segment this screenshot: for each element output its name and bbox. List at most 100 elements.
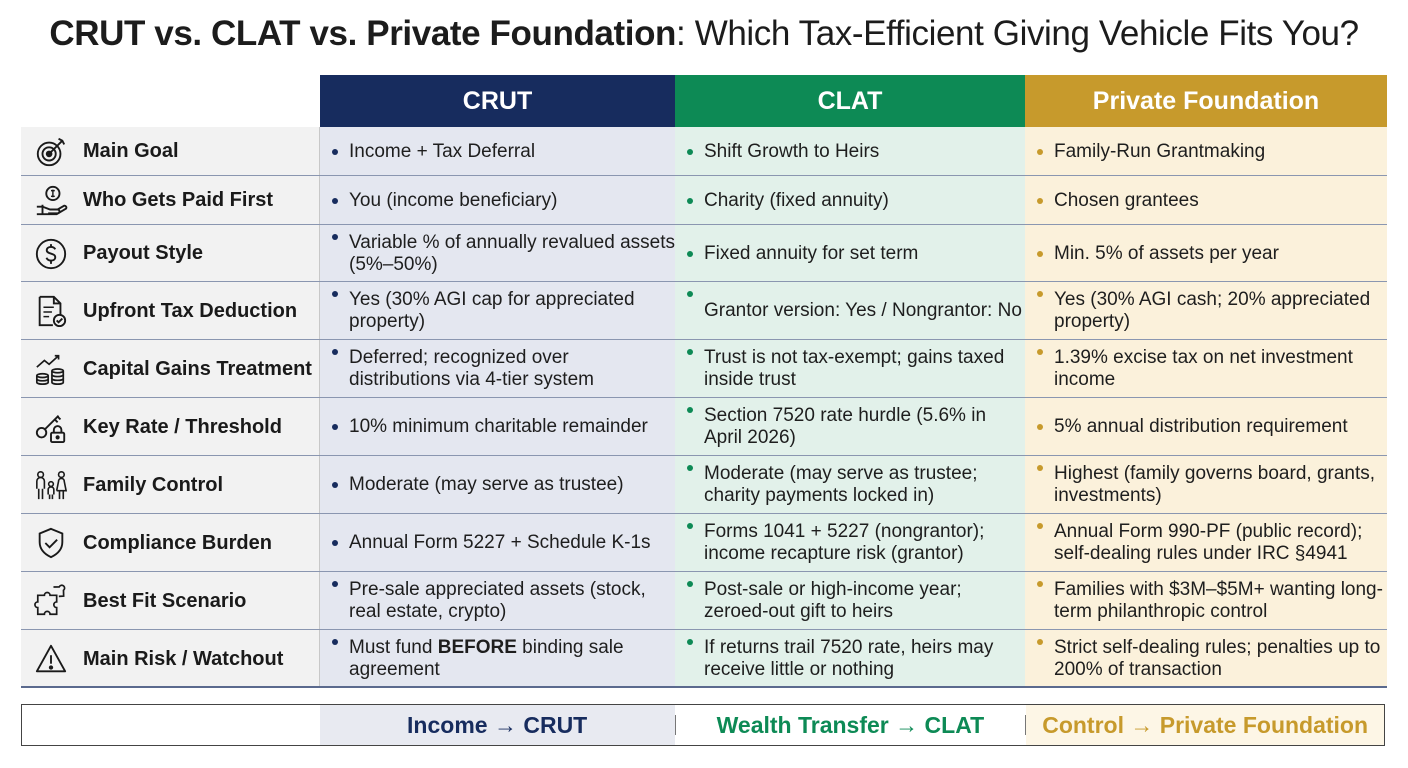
row-label: Capital Gains Treatment [83, 357, 312, 380]
pf-cell: 1.39% excise tax on net investment incom… [1025, 340, 1387, 398]
cell-text: Yes (30% AGI cash; 20% appreciated prope… [1054, 289, 1371, 332]
row-label: Key Rate / Threshold [83, 415, 282, 438]
document-check-icon [33, 293, 69, 329]
header-private-foundation: Private Foundation [1025, 75, 1387, 127]
row-label-cell: Upfront Tax Deduction [21, 282, 320, 340]
title-rest: : Which Tax-Efficient Giving Vehicle Fit… [676, 14, 1359, 53]
bullet [1037, 523, 1043, 529]
table-row: Payout Style Variable % of annually reva… [21, 225, 1387, 282]
bullet [687, 250, 693, 257]
crut-cell: 10% minimum charitable remainder [320, 398, 675, 456]
table-row: Key Rate / Threshold 10% minimum charita… [21, 398, 1387, 456]
crut-cell: Yes (30% AGI cap for appreciated propert… [320, 282, 675, 340]
bullet [332, 639, 338, 645]
bullet [1037, 349, 1043, 355]
cell-text: Min. 5% of assets per year [1054, 242, 1279, 264]
clat-cell: Trust is not tax-exempt; gains taxed ins… [675, 340, 1025, 398]
row-label: Family Control [83, 473, 224, 496]
comparison-table: CRUT CLAT Private Foundation Main Goal I… [21, 75, 1387, 688]
table-row: Compliance Burden Annual Form 5227 + Sch… [21, 514, 1387, 572]
clat-cell: Moderate (may serve as trustee; charity … [675, 456, 1025, 514]
clat-cell: Charity (fixed annuity) [675, 176, 1025, 225]
bullet [1037, 424, 1043, 430]
cell-text: Pre-sale appreciated assets (stock, real… [349, 579, 646, 622]
pf-cell: Annual Form 990-PF (public record); self… [1025, 514, 1387, 572]
bullet [332, 540, 338, 546]
row-label-cell: Key Rate / Threshold [21, 398, 320, 456]
clat-cell: Post-sale or high-income year; zeroed-ou… [675, 572, 1025, 630]
key-lock-icon [33, 409, 69, 445]
pf-cell: Highest (family governs board, grants, i… [1025, 456, 1387, 514]
cell-text: Income + Tax Deferral [349, 140, 536, 162]
cell-text: Annual Form 5227 + Schedule K-1s [349, 532, 651, 553]
footer-divider [1025, 715, 1027, 735]
cell-text: Forms 1041 + 5227 (nongrantor); income r… [704, 521, 985, 564]
cell-text: Moderate (may serve as trustee; charity … [704, 463, 978, 506]
row-label-cell: Main Risk / Watchout [21, 630, 320, 688]
row-label: Payout Style [83, 242, 204, 264]
crut-cell: Deferred; recognized over distributions … [320, 340, 675, 398]
cell-text: 5% annual distribution requirement [1054, 416, 1348, 437]
table-row: Main Risk / Watchout Must fund BEFORE bi… [21, 630, 1387, 688]
hand-coin-icon [33, 183, 69, 219]
puzzle-icon [33, 583, 69, 619]
clat-cell: Grantor version: Yes / Nongrantor: No [675, 282, 1025, 340]
pf-cell: Strict self-dealing rules; penalties up … [1025, 630, 1387, 688]
row-label: Best Fit Scenario [83, 589, 247, 612]
family-icon [33, 467, 69, 503]
bullet [687, 581, 693, 587]
page-title: CRUT vs. CLAT vs. Private Foundation: Wh… [0, 14, 1408, 54]
bullet [1037, 197, 1043, 204]
crut-cell: Must fund BEFORE binding sale agreement [320, 630, 675, 688]
bullet [687, 465, 693, 471]
cell-text: Chosen grantees [1054, 189, 1199, 211]
cell-text: Section 7520 rate hurdle (5.6% in April … [704, 405, 987, 448]
clat-cell: Section 7520 rate hurdle (5.6% in April … [675, 398, 1025, 456]
cell-text: Moderate (may serve as trustee) [349, 474, 624, 495]
clat-cell: Shift Growth to Heirs [675, 127, 1025, 176]
bullet [1037, 465, 1043, 471]
cell-text: 1.39% excise tax on net investment incom… [1054, 347, 1353, 390]
bullet [332, 291, 338, 297]
table-row: Family Control Moderate (may serve as tr… [21, 456, 1387, 514]
cell-text: Fixed annuity for set term [704, 242, 919, 264]
pf-cell: 5% annual distribution requirement [1025, 398, 1387, 456]
crut-cell: Income + Tax Deferral [320, 127, 675, 176]
warning-triangle-icon [33, 641, 69, 677]
table-row: Who Gets Paid First You (income benefici… [21, 176, 1387, 225]
bullet [1037, 581, 1043, 587]
bullet [687, 349, 693, 355]
cell-text: 10% minimum charitable remainder [349, 416, 648, 437]
row-label-cell: Compliance Burden [21, 514, 320, 572]
cell-text: Post-sale or high-income year; zeroed-ou… [704, 579, 962, 622]
cell-text: Grantor version: Yes / Nongrantor: No [704, 300, 1022, 321]
pf-cell: Family-Run Grantmaking [1025, 127, 1387, 176]
clat-cell: Fixed annuity for set term [675, 225, 1025, 282]
crut-cell: Annual Form 5227 + Schedule K-1s [320, 514, 675, 572]
table-row: Best Fit Scenario Pre-sale appreciated a… [21, 572, 1387, 630]
footer-blank [22, 705, 320, 745]
table-row: Capital Gains Treatment Deferred; recogn… [21, 340, 1387, 398]
table-row: Upfront Tax Deduction Yes (30% AGI cap f… [21, 282, 1387, 340]
row-label: Main Goal [83, 140, 179, 162]
cell-text: Families with $3M–$5M+ wanting long-term… [1054, 579, 1383, 622]
pf-cell: Chosen grantees [1025, 176, 1387, 225]
cell-text: You (income beneficiary) [349, 189, 558, 211]
footer-clat: Wealth Transfer → CLAT [675, 705, 1026, 745]
footer-crut: Income → CRUT [319, 705, 675, 745]
row-label-cell: Main Goal [21, 127, 320, 176]
cell-text: Strict self-dealing rules; penalties up … [1054, 637, 1381, 680]
row-label-cell: Capital Gains Treatment [21, 340, 320, 398]
header-clat: CLAT [675, 75, 1025, 127]
cell-text: Deferred; recognized over distributions … [349, 347, 594, 390]
crut-cell: Pre-sale appreciated assets (stock, real… [320, 572, 675, 630]
bullet [332, 234, 338, 240]
crut-cell: You (income beneficiary) [320, 176, 675, 225]
bullet [1037, 639, 1043, 645]
crut-cell: Moderate (may serve as trustee) [320, 456, 675, 514]
bullet [687, 407, 693, 413]
pf-cell: Min. 5% of assets per year [1025, 225, 1387, 282]
bullet [332, 197, 338, 204]
header-row: CRUT CLAT Private Foundation [21, 75, 1387, 127]
dollar-circle-icon [33, 236, 69, 272]
